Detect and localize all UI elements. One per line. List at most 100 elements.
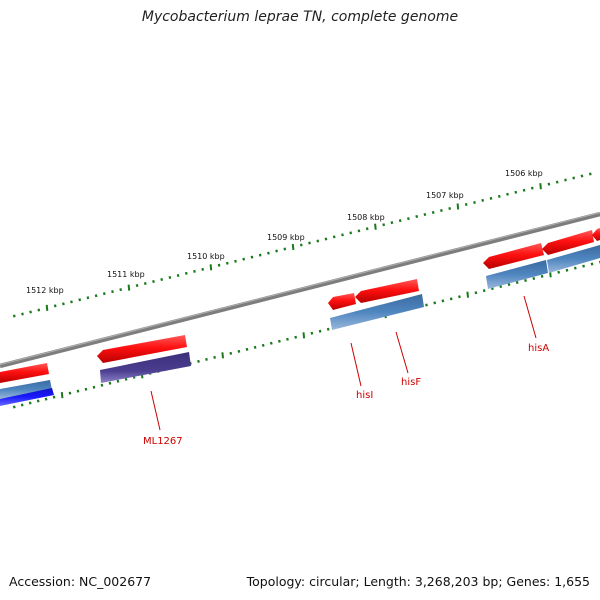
minor-tick bbox=[258, 253, 262, 257]
gene-label-hisi[interactable]: hisI bbox=[356, 390, 373, 401]
minor-tick bbox=[425, 303, 428, 307]
minor-tick bbox=[449, 297, 453, 301]
minor-tick bbox=[193, 269, 196, 273]
minor-tick bbox=[522, 188, 526, 192]
major-tick bbox=[456, 203, 460, 210]
minor-tick bbox=[431, 211, 435, 215]
minor-tick bbox=[532, 276, 536, 280]
minor-tick bbox=[102, 292, 106, 296]
major-tick bbox=[127, 284, 131, 291]
minor-tick bbox=[464, 202, 468, 206]
feature-track bbox=[0, 245, 600, 406]
gene-label-ml1267[interactable]: ML1267 bbox=[143, 436, 183, 447]
minor-tick bbox=[530, 186, 534, 190]
minor-tick bbox=[423, 213, 427, 217]
minor-tick bbox=[588, 172, 592, 176]
minor-tick bbox=[111, 290, 114, 294]
feature-block-ml1267[interactable] bbox=[100, 352, 191, 383]
minor-tick bbox=[242, 257, 246, 261]
cds-arrow[interactable] bbox=[542, 230, 594, 255]
minor-tick bbox=[308, 241, 311, 245]
cds-arrow-hisi[interactable] bbox=[328, 293, 356, 310]
minor-tick bbox=[555, 180, 559, 184]
scale-label-1510: 1510 kbp bbox=[187, 252, 225, 261]
minor-tick bbox=[497, 194, 501, 198]
gene-labels: ML1267 hisI hisF hisA bbox=[143, 343, 549, 447]
minor-tick bbox=[116, 379, 120, 383]
major-tick bbox=[291, 243, 295, 251]
gene-label-hisa[interactable]: hisA bbox=[528, 343, 549, 354]
scale-label-1512: 1512 kbp bbox=[26, 286, 64, 295]
outer-tick-row bbox=[12, 172, 592, 318]
cds-arrow-ml1267[interactable] bbox=[97, 335, 187, 363]
major-tick bbox=[302, 332, 306, 339]
gene-label-hisf[interactable]: hisF bbox=[401, 377, 421, 388]
minor-tick bbox=[160, 277, 164, 281]
minor-tick bbox=[489, 196, 493, 200]
leader-hisf bbox=[395, 331, 409, 374]
minor-tick bbox=[515, 280, 519, 284]
cds-arrow[interactable] bbox=[0, 363, 49, 383]
minor-tick bbox=[590, 262, 594, 266]
label-leaders bbox=[150, 295, 537, 431]
minor-tick bbox=[316, 239, 320, 243]
minor-tick bbox=[390, 221, 394, 225]
minor-tick bbox=[573, 266, 577, 270]
minor-tick bbox=[205, 357, 208, 361]
minor-tick bbox=[481, 198, 485, 202]
minor-tick bbox=[310, 331, 314, 335]
cds-arrow-hisf[interactable] bbox=[355, 279, 419, 303]
minor-tick bbox=[506, 192, 509, 196]
genome-summary-text: Topology: circular; Length: 3,268,203 bp… bbox=[246, 574, 590, 589]
major-tick bbox=[221, 352, 224, 359]
minor-tick bbox=[524, 278, 527, 282]
scale-label-1508: 1508 kbp bbox=[347, 213, 385, 222]
minor-tick bbox=[12, 405, 16, 409]
minor-tick bbox=[70, 300, 73, 304]
minor-tick bbox=[12, 314, 16, 318]
minor-tick bbox=[514, 190, 518, 194]
minor-tick bbox=[176, 273, 180, 277]
minor-tick bbox=[499, 285, 503, 289]
minor-tick bbox=[108, 381, 112, 385]
cds-arrow[interactable] bbox=[592, 228, 600, 241]
minor-tick bbox=[237, 349, 241, 353]
minor-tick bbox=[76, 389, 80, 393]
scale-label-1507: 1507 kbp bbox=[426, 191, 464, 200]
minor-tick bbox=[68, 391, 72, 395]
minor-tick bbox=[482, 289, 486, 293]
minor-tick bbox=[326, 327, 330, 331]
minor-tick bbox=[398, 219, 402, 223]
minor-tick bbox=[234, 259, 237, 263]
minor-tick bbox=[84, 387, 88, 391]
minor-tick bbox=[269, 341, 273, 345]
minor-tick bbox=[201, 267, 205, 271]
leader-ml1267 bbox=[150, 390, 161, 431]
feature-block-hisi-hisf[interactable] bbox=[330, 294, 424, 330]
minor-tick bbox=[547, 182, 551, 186]
major-tick bbox=[45, 304, 49, 311]
minor-tick bbox=[267, 251, 270, 255]
minor-tick bbox=[365, 227, 369, 231]
minor-tick bbox=[124, 377, 128, 381]
feature-block-hisa[interactable] bbox=[486, 260, 548, 289]
minor-tick bbox=[100, 383, 104, 387]
minor-tick bbox=[275, 249, 278, 253]
minor-tick bbox=[382, 223, 386, 227]
feature-block[interactable] bbox=[547, 245, 600, 273]
minor-tick bbox=[332, 235, 336, 239]
minor-tick bbox=[357, 229, 361, 233]
cds-arrow-hisa[interactable] bbox=[483, 243, 544, 269]
minor-tick bbox=[286, 337, 289, 341]
minor-tick bbox=[507, 283, 511, 287]
cds-track-forward bbox=[0, 228, 600, 383]
feature-block[interactable] bbox=[0, 380, 52, 399]
minor-tick bbox=[349, 231, 353, 235]
minor-tick bbox=[184, 271, 188, 275]
major-tick bbox=[60, 392, 64, 399]
feature-block[interactable] bbox=[0, 388, 54, 406]
minor-tick bbox=[324, 237, 328, 241]
minor-tick bbox=[557, 270, 561, 274]
